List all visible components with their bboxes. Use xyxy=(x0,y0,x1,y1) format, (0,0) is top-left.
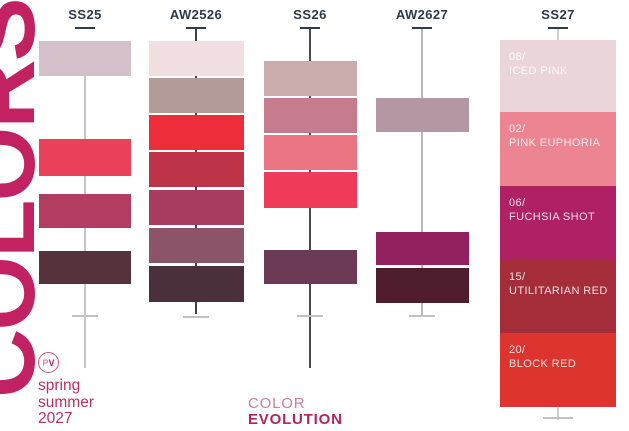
column-header-ss25: SS25 xyxy=(68,7,102,22)
season-line-year: 2027 xyxy=(38,410,73,427)
swatch-aw2526-7 xyxy=(149,266,244,302)
swatch-code: 08/ xyxy=(509,51,526,63)
swatch-ss25-3 xyxy=(39,194,131,228)
column-header-aw2627: AW2627 xyxy=(395,7,449,22)
swatch-block-red: 20/BLOCK RED xyxy=(500,333,616,407)
header-tick-aw2627 xyxy=(412,27,432,29)
chart-caption: COLOR EVOLUTION xyxy=(248,396,343,428)
swatch-iced-pink: 08/ICED PINK xyxy=(500,40,616,112)
swatch-name: FUCHSIA SHOT xyxy=(509,211,596,223)
swatch-aw2627-3 xyxy=(376,268,469,303)
bottom-tick-ss25 xyxy=(72,315,98,317)
header-tick-aw2526 xyxy=(186,27,206,29)
caption-color: COLOR xyxy=(248,395,306,412)
header-tick-ss27 xyxy=(548,27,568,29)
swatch-ss26-3 xyxy=(264,135,357,170)
caption-evolution: EVOLUTION xyxy=(248,411,343,428)
swatch-utilitarian-red: 15/UTILITARIAN RED xyxy=(500,260,616,333)
swatch-ss26-1 xyxy=(264,61,357,96)
header-tick-ss26 xyxy=(300,27,320,29)
column-header-ss27: SS27 xyxy=(541,7,575,22)
season-line-summer: summer xyxy=(38,393,94,411)
bottom-tick-aw2526 xyxy=(183,316,209,318)
pv-logo-letter-p: P xyxy=(42,357,49,368)
swatch-aw2627-1 xyxy=(376,98,469,132)
swatch-aw2526-5 xyxy=(149,190,244,225)
column-line-aw2627 xyxy=(421,28,423,315)
swatch-fuchsia-shot: 06/FUCHSIA SHOT xyxy=(500,186,616,260)
pv-logo-letter-v: V xyxy=(48,357,55,368)
swatch-ss25-4 xyxy=(39,251,131,284)
swatch-code: 06/ xyxy=(509,197,526,209)
swatch-aw2627-2 xyxy=(376,232,469,265)
swatch-ss25-1 xyxy=(39,41,131,76)
swatch-aw2526-2 xyxy=(149,78,244,113)
swatch-name: ICED PINK xyxy=(509,65,568,77)
header-tick-ss25 xyxy=(75,27,95,29)
swatch-code: 02/ xyxy=(509,123,526,135)
bottom-tick-ss26 xyxy=(297,315,323,317)
bottom-tick-ss27 xyxy=(543,417,573,419)
swatch-ss26-4 xyxy=(264,172,357,208)
swatch-ss25-2 xyxy=(39,139,131,176)
swatch-aw2526-4 xyxy=(149,152,244,187)
swatch-code: 15/ xyxy=(509,271,526,283)
swatch-name: BLOCK RED xyxy=(509,358,577,370)
swatch-aw2526-1 xyxy=(149,41,244,76)
swatch-ss26-5 xyxy=(264,250,357,284)
column-line-ss27-lower xyxy=(557,407,559,420)
swatch-pink-euphoria: 02/PINK EUPHORIA xyxy=(500,112,616,186)
season-label: spring summer 2027 xyxy=(38,378,94,428)
swatch-name: PINK EUPHORIA xyxy=(509,137,601,149)
swatch-ss26-2 xyxy=(264,98,357,133)
column-header-aw2526: AW2526 xyxy=(169,7,223,22)
swatch-aw2526-6 xyxy=(149,228,244,263)
column-header-ss26: SS26 xyxy=(293,7,327,22)
swatch-code: 20/ xyxy=(509,344,526,356)
bottom-tick-aw2627 xyxy=(409,315,435,317)
swatch-aw2526-3 xyxy=(149,115,244,150)
swatch-name: UTILITARIAN RED xyxy=(509,285,608,297)
season-line-spring: spring xyxy=(38,377,81,394)
column-line-ss27 xyxy=(557,29,559,40)
